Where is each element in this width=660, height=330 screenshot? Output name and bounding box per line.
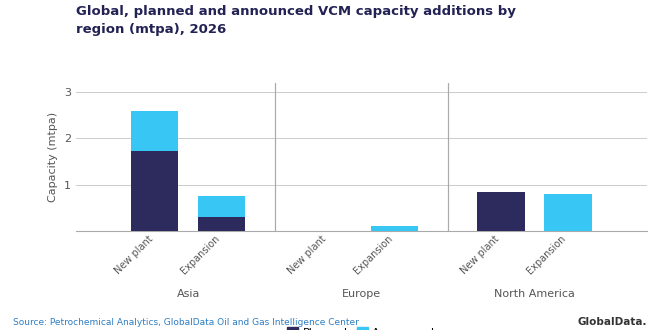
Bar [198,196,246,217]
Bar [131,151,178,231]
Bar [371,226,418,231]
Bar [198,217,246,231]
Text: Source: Petrochemical Analytics, GlobalData Oil and Gas Intelligence Center: Source: Petrochemical Analytics, GlobalD… [13,318,359,327]
Text: Europe: Europe [342,289,381,299]
Text: Global, planned and announced VCM capacity additions by
region (mtpa), 2026: Global, planned and announced VCM capaci… [76,5,515,36]
Text: GlobalData.: GlobalData. [578,317,647,327]
Text: Asia: Asia [176,289,200,299]
Legend: Planned, Announced: Planned, Announced [283,323,440,330]
Text: North America: North America [494,289,575,299]
Y-axis label: Capacity (mtpa): Capacity (mtpa) [48,112,58,202]
Bar [544,194,591,231]
Bar [131,111,178,151]
Bar [477,191,525,231]
